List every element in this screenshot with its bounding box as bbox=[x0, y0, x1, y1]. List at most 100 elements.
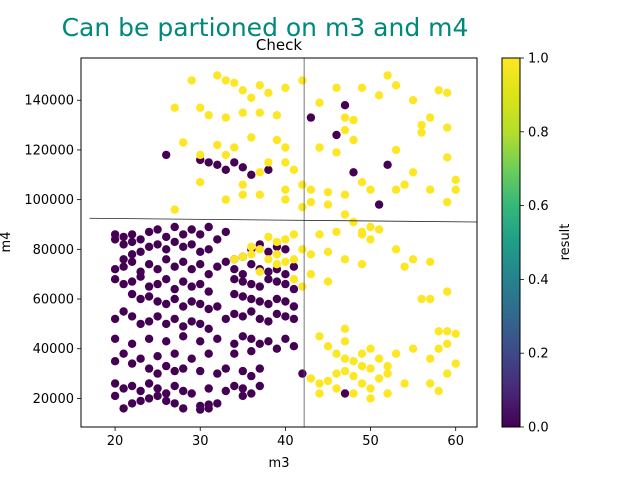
point-result-0-94 bbox=[281, 297, 290, 306]
point-result-1-132 bbox=[426, 354, 435, 363]
point-result-0-1 bbox=[110, 235, 120, 244]
point-result-0-64 bbox=[170, 284, 179, 294]
y-tick-label-100000: 100000 bbox=[24, 193, 74, 208]
point-result-1-85 bbox=[340, 255, 350, 264]
x-tick-label-20: 20 bbox=[107, 434, 124, 449]
point-result-0-6 bbox=[136, 235, 145, 244]
point-result-0-106 bbox=[196, 319, 205, 329]
point-result-1-144 bbox=[306, 374, 316, 383]
point-result-1-115 bbox=[323, 342, 333, 351]
point-result-0-139 bbox=[272, 344, 282, 353]
horizontal-partition-line bbox=[89, 217, 477, 223]
point-result-1-62 bbox=[443, 88, 452, 98]
point-result-0-163 bbox=[204, 384, 213, 393]
point-result-1-113 bbox=[357, 230, 367, 239]
point-result-1-93 bbox=[272, 237, 282, 247]
axes-title: Check bbox=[256, 36, 302, 54]
point-result-0-126 bbox=[247, 334, 256, 343]
point-result-0-121 bbox=[179, 332, 188, 341]
point-result-1-92 bbox=[281, 235, 290, 244]
point-result-0-120 bbox=[162, 337, 171, 346]
point-result-1-82 bbox=[298, 245, 307, 254]
point-result-0-57 bbox=[110, 275, 120, 284]
colorbar-tick-label-0.8: 0.8 bbox=[528, 125, 549, 140]
point-result-1-121 bbox=[340, 354, 350, 363]
point-result-0-4 bbox=[119, 240, 128, 249]
point-result-0-27 bbox=[119, 255, 128, 264]
point-result-0-65 bbox=[179, 277, 188, 286]
point-result-1-123 bbox=[357, 361, 367, 371]
point-result-1-43 bbox=[332, 148, 341, 157]
point-result-0-133 bbox=[153, 352, 162, 361]
partition-lines bbox=[89, 58, 477, 427]
point-result-0-87 bbox=[213, 302, 222, 311]
point-result-0-93 bbox=[272, 294, 282, 304]
point-result-0-67 bbox=[196, 279, 205, 289]
point-result-0-192 bbox=[264, 165, 273, 174]
point-result-0-118 bbox=[127, 339, 137, 348]
point-result-1-33 bbox=[196, 178, 205, 187]
point-result-0-72 bbox=[255, 282, 264, 291]
point-result-1-116 bbox=[332, 349, 341, 358]
point-result-0-158 bbox=[153, 384, 162, 393]
point-result-1-150 bbox=[383, 369, 392, 378]
point-result-0-130 bbox=[289, 342, 299, 351]
point-result-1-42 bbox=[315, 143, 324, 152]
point-result-0-81 bbox=[162, 299, 171, 309]
point-result-1-134 bbox=[443, 339, 452, 348]
y-tick-label-80000: 80000 bbox=[33, 243, 74, 258]
point-result-0-20 bbox=[179, 242, 188, 251]
point-result-1-122 bbox=[349, 357, 358, 366]
point-result-1-126 bbox=[383, 361, 392, 371]
point-result-0-91 bbox=[255, 297, 264, 306]
y-tick-label-40000: 40000 bbox=[33, 342, 74, 357]
point-result-1-131 bbox=[383, 389, 392, 398]
point-result-1-110 bbox=[426, 294, 435, 304]
point-result-0-122 bbox=[196, 337, 205, 346]
point-result-0-101 bbox=[153, 312, 162, 321]
point-result-0-39 bbox=[204, 270, 213, 279]
point-result-0-168 bbox=[255, 381, 264, 391]
point-result-0-160 bbox=[170, 381, 179, 391]
point-result-0-97 bbox=[119, 307, 128, 316]
point-result-0-32 bbox=[144, 260, 154, 269]
point-result-1-75 bbox=[349, 217, 358, 227]
point-result-0-147 bbox=[196, 366, 205, 376]
point-result-1-103 bbox=[289, 275, 299, 284]
point-result-1-142 bbox=[315, 389, 324, 398]
point-result-0-51 bbox=[264, 247, 273, 256]
x-tick-label-50: 50 bbox=[362, 434, 379, 449]
point-result-0-15 bbox=[213, 235, 222, 244]
point-result-0-21 bbox=[187, 240, 196, 249]
point-result-0-159 bbox=[162, 389, 171, 398]
colorbar-tick-label-0.2: 0.2 bbox=[528, 347, 549, 362]
point-result-1-8 bbox=[281, 83, 290, 93]
point-result-0-29 bbox=[119, 262, 128, 271]
point-result-1-76 bbox=[366, 222, 375, 232]
point-result-1-84 bbox=[306, 250, 316, 259]
point-result-0-149 bbox=[221, 364, 230, 373]
point-result-1-149 bbox=[366, 384, 375, 393]
point-result-1-53 bbox=[357, 83, 367, 93]
point-result-0-89 bbox=[238, 292, 247, 301]
point-result-0-82 bbox=[170, 294, 179, 304]
point-result-1-125 bbox=[374, 354, 384, 363]
point-result-1-6 bbox=[255, 81, 264, 90]
point-result-1-50 bbox=[340, 113, 350, 122]
point-result-1-59 bbox=[426, 113, 435, 122]
point-result-0-117 bbox=[110, 334, 120, 343]
point-result-1-130 bbox=[366, 394, 375, 403]
point-result-1-52 bbox=[349, 115, 358, 125]
point-result-0-26 bbox=[127, 250, 137, 259]
point-result-0-66 bbox=[187, 282, 196, 291]
point-result-1-21 bbox=[272, 135, 282, 145]
point-result-1-138 bbox=[434, 386, 443, 396]
point-result-1-127 bbox=[391, 349, 401, 358]
colorbar bbox=[501, 57, 521, 428]
point-result-0-176 bbox=[179, 404, 188, 413]
y-tick-label-20000: 20000 bbox=[33, 392, 74, 407]
point-result-0-175 bbox=[170, 399, 179, 408]
point-result-0-24 bbox=[144, 242, 154, 251]
point-result-1-88 bbox=[408, 255, 418, 264]
point-result-0-76 bbox=[289, 284, 299, 294]
